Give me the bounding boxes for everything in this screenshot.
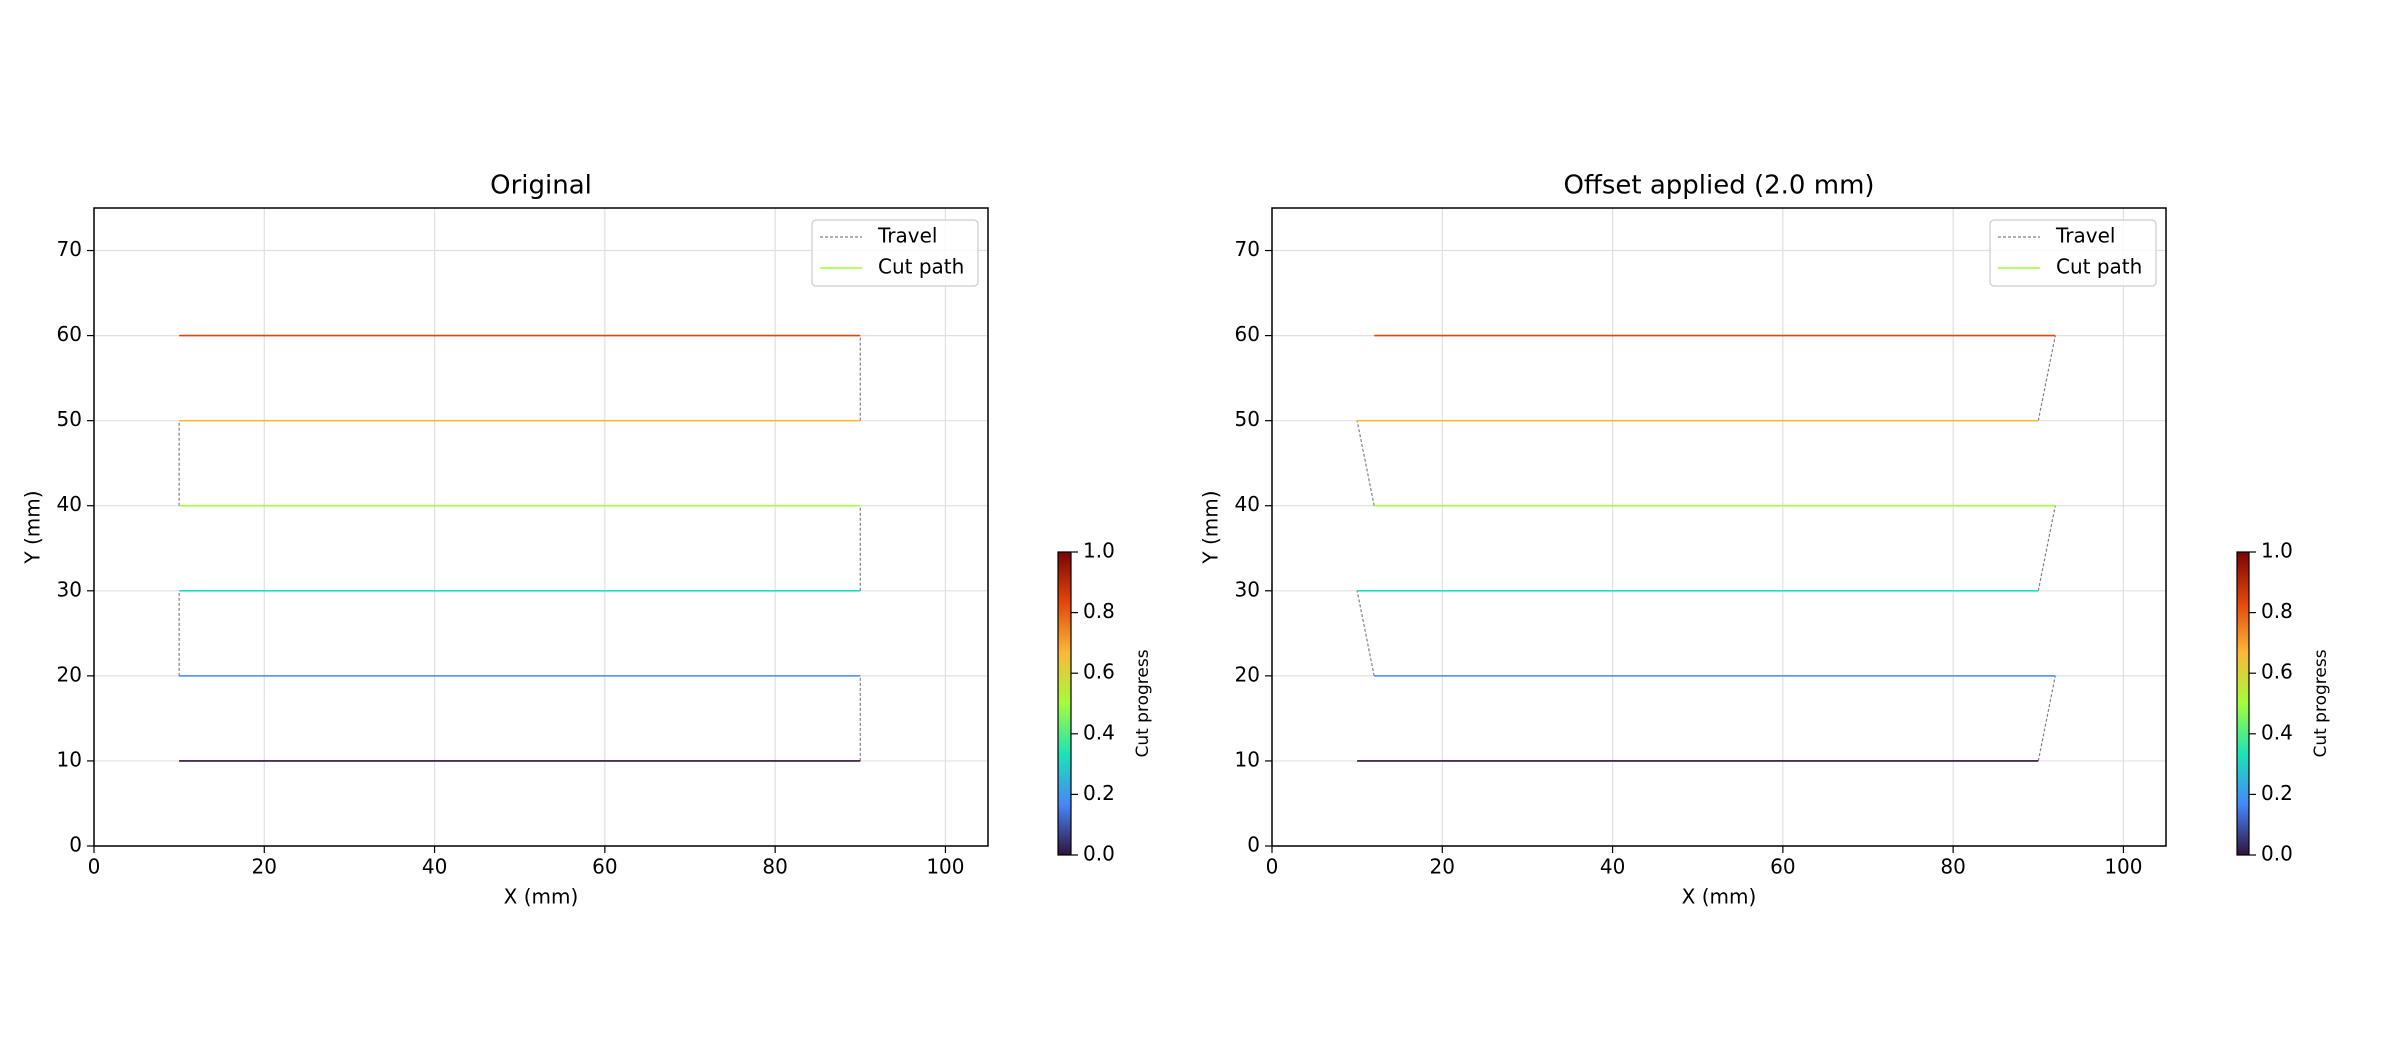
x-tick-label: 80: [762, 855, 787, 879]
y-tick-label: 40: [1235, 492, 1260, 516]
y-tick-label: 50: [57, 407, 82, 431]
colorbar-label: Cut progress: [1133, 649, 1153, 757]
x-tick-label: 60: [1770, 855, 1795, 879]
y-tick-label: 10: [57, 747, 82, 771]
legend-box: [811, 219, 979, 287]
y-tick-label: 60: [1235, 322, 1260, 346]
y-tick-label: 30: [57, 577, 82, 601]
x-tick-label: 20: [1430, 855, 1455, 879]
y-tick-label: 10: [1235, 747, 1260, 771]
axes-frame: [1271, 207, 2167, 847]
x-tick-label: 20: [252, 855, 277, 879]
colorbar-tick-label: 1.0: [1083, 539, 1115, 563]
y-tick-label: 50: [1235, 407, 1260, 431]
x-tick-label: 40: [422, 855, 447, 879]
x-tick-label: 0: [1266, 855, 1279, 879]
colorbar-tick-label: 1.0: [2261, 539, 2293, 563]
chart-title: Offset applied (2.0 mm): [1563, 171, 1874, 201]
colorbar-tick-label: 0.0: [1083, 842, 1115, 866]
colorbar-tick-label: 0.4: [1083, 720, 1115, 744]
colorbar: [1057, 551, 1072, 856]
colorbar-tick-label: 0.6: [1083, 660, 1115, 684]
y-tick-label: 20: [1235, 662, 1260, 686]
y-tick-label: 70: [1235, 237, 1260, 261]
colorbar-label: Cut progress: [2311, 649, 2331, 757]
colorbar-tick-label: 0.8: [1083, 599, 1115, 623]
legend-label: Travel: [877, 224, 937, 248]
x-axis-label: X (mm): [1682, 885, 1757, 909]
colorbar-tick-label: 0.8: [2261, 599, 2293, 623]
x-tick-label: 0: [88, 855, 101, 879]
y-axis-label: Y (mm): [1199, 490, 1223, 564]
y-tick-label: 30: [1235, 577, 1260, 601]
travel-line: [1356, 335, 2056, 762]
y-tick-label: 60: [57, 322, 82, 346]
axes-frame: [93, 207, 989, 847]
x-tick-label: 40: [1600, 855, 1625, 879]
legend-label: Cut path: [878, 255, 964, 279]
legend-label: Cut path: [2056, 255, 2142, 279]
chart-title: Original: [490, 171, 592, 201]
y-axis-label: Y (mm): [21, 490, 45, 564]
legend-box: [1989, 219, 2157, 287]
y-tick-label: 70: [57, 237, 82, 261]
legend-label: Travel: [2055, 224, 2115, 248]
colorbar-tick-label: 0.2: [2261, 781, 2293, 805]
colorbar-tick-label: 0.6: [2261, 660, 2293, 684]
y-tick-label: 40: [57, 492, 82, 516]
x-tick-label: 60: [592, 855, 617, 879]
colorbar: [2236, 551, 2250, 856]
travel-line: [178, 335, 861, 761]
y-tick-label: 20: [57, 662, 82, 686]
colorbar-tick-label: 0.4: [2261, 720, 2293, 744]
y-tick-label: 0: [1247, 833, 1260, 857]
x-tick-label: 100: [2104, 855, 2142, 879]
y-tick-label: 0: [69, 833, 82, 857]
colorbar-tick-label: 0.2: [1083, 781, 1115, 805]
x-tick-label: 80: [1940, 855, 1965, 879]
x-axis-label: X (mm): [504, 885, 579, 909]
x-tick-label: 100: [926, 855, 964, 879]
colorbar-tick-label: 0.0: [2261, 842, 2293, 866]
